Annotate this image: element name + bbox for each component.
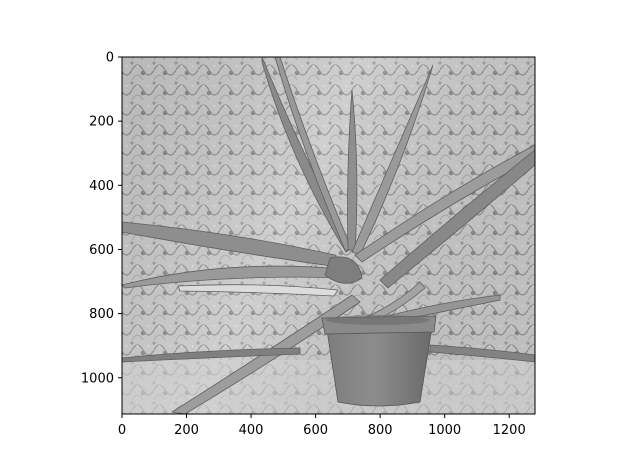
leaf-center-curl bbox=[324, 256, 363, 284]
x-tick-label: 0 bbox=[118, 423, 126, 438]
x-tick-label: 400 bbox=[239, 423, 264, 438]
leaf-center-tall bbox=[347, 89, 358, 251]
y-tick-label: 200 bbox=[89, 115, 114, 130]
x-tick-label: 1200 bbox=[493, 423, 526, 438]
y-tick-label: 600 bbox=[89, 243, 114, 258]
y-tick-label: 0 bbox=[106, 51, 114, 66]
leaf-far-right bbox=[429, 344, 535, 363]
leaf-right-lower bbox=[379, 149, 535, 289]
plant-photo bbox=[122, 57, 535, 414]
aloe-leaves bbox=[122, 57, 535, 414]
pot-soil-shadow bbox=[326, 315, 430, 325]
y-tick-label: 1000 bbox=[81, 371, 114, 386]
leaf-left-floor bbox=[122, 347, 301, 363]
leaf-right-long bbox=[354, 144, 535, 263]
x-tick-label: 600 bbox=[303, 423, 328, 438]
pot bbox=[321, 315, 437, 407]
plot-frame bbox=[121, 56, 536, 415]
leaf-left-pale bbox=[177, 284, 339, 297]
y-axis: 0 200 400 600 800 1000 bbox=[81, 51, 122, 386]
leaf-top-right bbox=[351, 64, 434, 256]
x-axis: 0 200 400 600 800 1000 1200 bbox=[118, 414, 526, 438]
y-tick-label: 800 bbox=[89, 307, 114, 322]
x-tick-label: 200 bbox=[174, 423, 199, 438]
leaf-top-left-2 bbox=[274, 57, 353, 251]
x-tick-label: 1000 bbox=[428, 423, 461, 438]
y-tick-label: 400 bbox=[89, 179, 114, 194]
x-tick-label: 800 bbox=[368, 423, 393, 438]
pot-body bbox=[326, 326, 433, 407]
